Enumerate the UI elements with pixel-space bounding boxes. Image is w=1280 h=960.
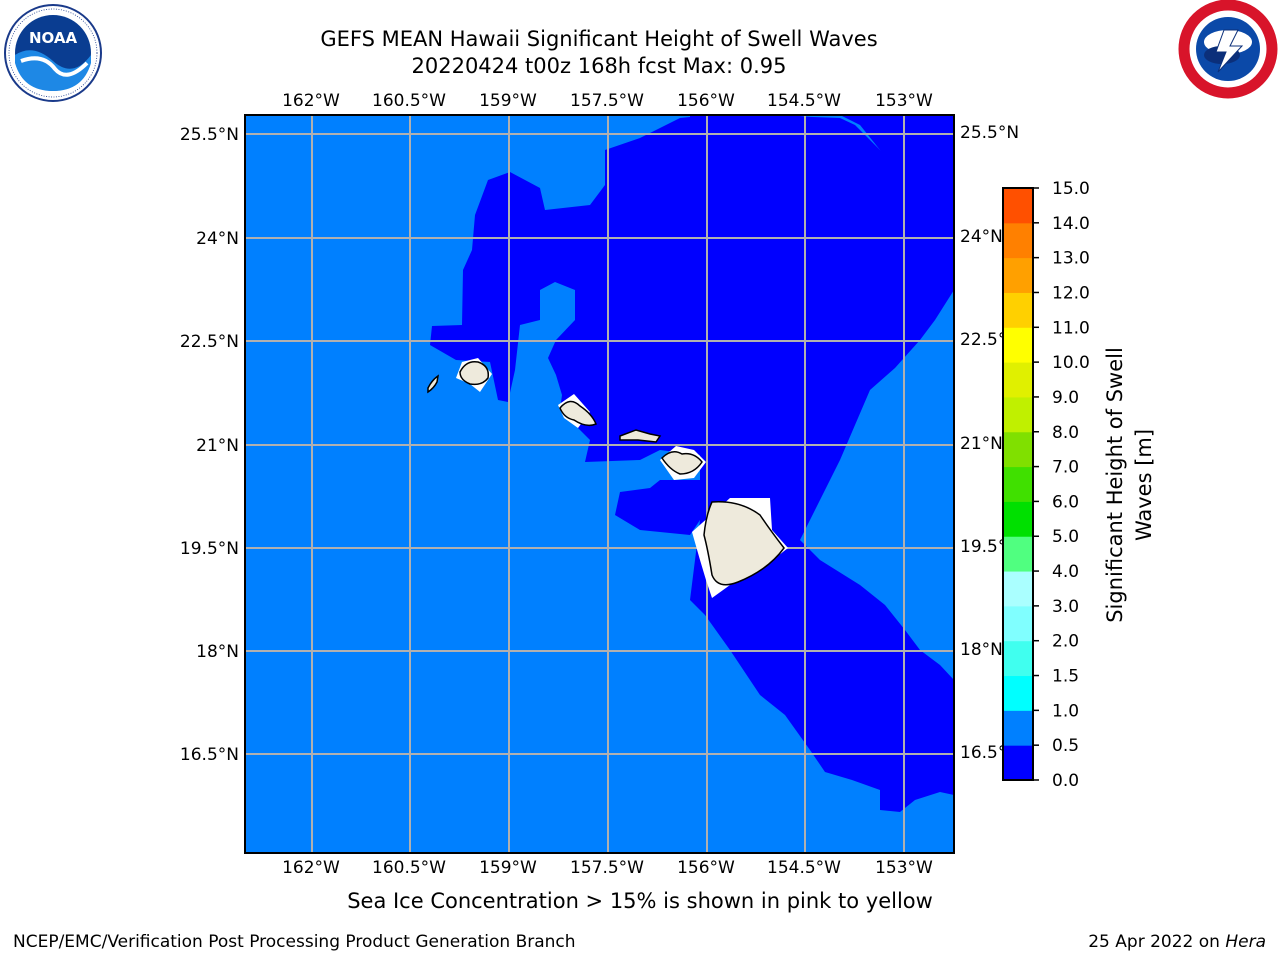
colorbar-tick-label: 0.0 (1052, 771, 1079, 791)
colorbar-swatch (1003, 431, 1033, 468)
colorbar-swatch (1003, 327, 1033, 363)
colorbar-tick-label: 14.0 (1052, 214, 1090, 234)
colorbar-tick-label: 4.0 (1052, 562, 1079, 582)
lat-label: 25.5°N (960, 123, 1019, 143)
colorbar-swatch (1003, 466, 1033, 502)
lat-label: 22.5°N (180, 332, 239, 352)
lon-label: 162°W (282, 858, 340, 878)
footer-host: Hera (1225, 932, 1266, 952)
colorbar-tick-label: 6.0 (1052, 492, 1079, 512)
colorbar-label-line2: Waves [m] (1132, 429, 1156, 541)
lat-label: 19.5°N (180, 539, 239, 559)
colorbar-swatch (1003, 675, 1033, 711)
noaa-logo-icon: NOAA (3, 3, 103, 103)
lon-label: 156°W (677, 91, 735, 111)
lat-label: 21°N (960, 434, 1003, 454)
colorbar-tick-label: 9.0 (1052, 388, 1079, 408)
colorbar-swatch (1003, 222, 1033, 259)
colorbar-tick-label: 2.0 (1052, 632, 1079, 652)
colorbar-swatch (1003, 501, 1033, 537)
colorbar-tick-label: 1.0 (1052, 701, 1079, 721)
colorbar-swatch (1003, 745, 1033, 781)
map-subtitle: 20220424 t00z 168h fcst Max: 0.95 (411, 54, 787, 78)
lat-label: 18°N (960, 640, 1003, 660)
map-title: GEFS MEAN Hawaii Significant Height of S… (320, 27, 878, 51)
lat-label: 24°N (960, 227, 1003, 247)
lon-label: 160.5°W (372, 91, 446, 111)
lon-label: 157.5°W (570, 858, 644, 878)
colorbar-swatch (1003, 710, 1033, 746)
lon-label: 159°W (479, 858, 537, 878)
colorbar-swatch (1003, 188, 1033, 224)
footer-credit: NCEP/EMC/Verification Post Processing Pr… (13, 932, 576, 952)
lat-label: 18°N (196, 642, 239, 662)
colorbar-tick-label: 1.5 (1052, 667, 1079, 687)
colorbar-tick-label: 13.0 (1052, 249, 1090, 269)
colorbar-swatch (1003, 396, 1033, 433)
colorbar-frame (1002, 187, 1034, 781)
colorbar-swatch (1003, 292, 1033, 328)
lat-label: 21°N (196, 436, 239, 456)
graticule (245, 115, 954, 853)
colorbar-swatch (1003, 536, 1033, 572)
lon-labels-top: 162°W 160.5°W 159°W 157.5°W 156°W 154.5°… (282, 91, 933, 111)
lon-label: 159°W (479, 91, 537, 111)
lat-label: 24°N (196, 229, 239, 249)
colorbar-label: Significant Height of Swell Waves [m] (1103, 347, 1156, 623)
lon-label: 153°W (875, 91, 933, 111)
sea-ice-caption: Sea Ice Concentration > 15% is shown in … (347, 889, 933, 913)
lon-label: 162°W (282, 91, 340, 111)
nws-logo-icon (1178, 0, 1278, 100)
colorbar-tick-label: 7.0 (1052, 458, 1079, 478)
colorbar-swatch (1003, 362, 1033, 398)
colorbar-swatch (1003, 605, 1033, 642)
colorbar-swatch (1003, 571, 1033, 607)
lon-label: 157.5°W (570, 91, 644, 111)
islands (427, 358, 788, 598)
colorbar-tick-label: 11.0 (1052, 318, 1090, 338)
lat-label: 16.5°N (180, 745, 239, 765)
colorbar-label-line1: Significant Height of Swell (1103, 347, 1127, 623)
footer-date-text: 25 Apr 2022 on (1088, 932, 1226, 952)
colorbar-tick-label: 10.0 (1052, 353, 1090, 373)
colorbar-swatch (1003, 640, 1033, 677)
swell-band-0-0-5 (690, 115, 954, 160)
noaa-logo-text: NOAA (29, 29, 78, 47)
colorbar-tick-label: 12.0 (1052, 283, 1090, 303)
lon-label: 154.5°W (767, 91, 841, 111)
colorbar: 0.0 0.5 1.0 1.5 2.0 3.0 4.0 5.0 6.0 7.0 8.0 9.0 10.0… (1002, 179, 1090, 791)
lat-labels-left: 25.5°N 24°N 22.5°N 21°N 19.5°N 18°N 16.5… (180, 125, 239, 765)
lon-labels-bottom: 162°W 160.5°W 159°W 157.5°W 156°W 154.5°… (282, 858, 933, 878)
colorbar-tick-label: 5.0 (1052, 527, 1079, 547)
footer-date: 25 Apr 2022 on Hera (1088, 932, 1266, 952)
colorbar-swatch (1003, 257, 1033, 293)
colorbar-tick-label: 8.0 (1052, 423, 1079, 443)
lon-label: 160.5°W (372, 858, 446, 878)
lat-label: 25.5°N (180, 125, 239, 145)
lon-label: 154.5°W (767, 858, 841, 878)
lon-label: 156°W (677, 858, 735, 878)
colorbar-tick-label: 0.5 (1052, 736, 1079, 756)
lon-label: 153°W (875, 858, 933, 878)
colorbar-tick-label: 15.0 (1052, 179, 1090, 199)
colorbar-tick-label: 3.0 (1052, 597, 1079, 617)
swell-band-0-0-5-main (430, 115, 954, 812)
